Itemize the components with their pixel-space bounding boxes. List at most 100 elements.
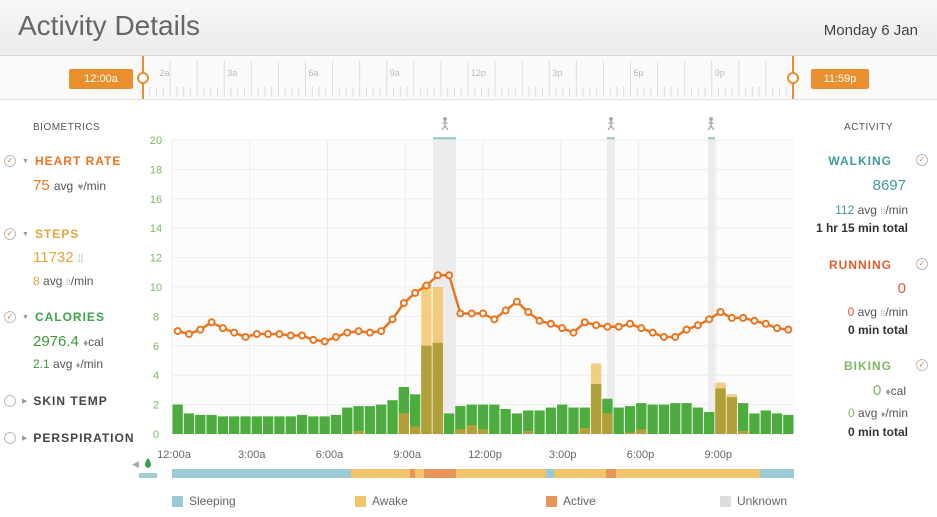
timeline-tick-label: 3p	[552, 68, 562, 78]
calorie-bar	[364, 406, 376, 434]
triangle-right-icon: ▶	[22, 435, 28, 442]
activity-state-segment	[616, 469, 726, 478]
steps-avg-value: 8	[33, 274, 40, 288]
y-tick-label: 16	[150, 194, 162, 206]
timeline-tick-label: 12p	[471, 68, 486, 78]
flame-icon: ♦	[880, 409, 886, 419]
steps-toggle[interactable]: ✓ ▼ STEPS	[4, 227, 79, 241]
running-unit: /min	[885, 305, 908, 319]
calorie-bar	[409, 394, 421, 434]
calorie-bar	[285, 416, 296, 434]
calorie-bar	[353, 406, 364, 434]
timeline-tick-label: 3a	[227, 68, 237, 78]
heart-rate-point	[727, 313, 736, 322]
running-label: RUNNING	[829, 258, 892, 272]
walker-head	[709, 117, 713, 121]
heart-rate-point	[343, 328, 352, 337]
calories-value: 2976.4	[33, 333, 79, 350]
heart-rate-point	[659, 332, 668, 341]
heart-rate-point	[693, 321, 702, 330]
running-check-icon[interactable]: ✓	[916, 258, 928, 270]
check-icon[interactable]: ✓	[4, 311, 16, 323]
walking-check-icon[interactable]: ✓	[916, 154, 928, 166]
heart-rate-point	[739, 313, 748, 322]
activity-state-segment	[554, 469, 606, 478]
walking-avg: avg	[857, 203, 877, 217]
calorie-bar	[579, 407, 590, 434]
perspiration-toggle[interactable]: . ▶ PERSPIRATION	[4, 431, 135, 445]
biking-value: 0	[873, 382, 882, 399]
y-tick-label: 2	[153, 400, 159, 412]
legend-awake: Awake	[355, 494, 408, 508]
overlap-bar	[715, 388, 726, 434]
check-icon[interactable]: ✓	[4, 155, 16, 167]
steps-avg: avg	[43, 274, 63, 288]
heart-rate-point	[603, 322, 612, 331]
drop-icon	[145, 458, 151, 468]
calories-toggle[interactable]: ✓ ▼ CALORIES	[4, 310, 105, 324]
unchecked-icon[interactable]: .	[4, 432, 16, 444]
biometrics-heading: BIOMETRICS	[33, 122, 101, 133]
heart-rate-point	[275, 330, 284, 339]
walker-leg	[444, 125, 449, 131]
calorie-bar	[195, 414, 206, 434]
skin-temp-toggle[interactable]: . ▶ SKIN TEMP	[4, 394, 108, 408]
biking-check-icon[interactable]: ✓	[916, 359, 928, 371]
heart-rate-toggle[interactable]: ✓ ▼ HEART RATE	[4, 154, 121, 168]
range-end-knob	[787, 72, 799, 84]
calorie-bar	[330, 414, 342, 434]
triangle-right-icon: ▶	[22, 398, 28, 405]
walking-person-icon	[441, 117, 449, 131]
check-icon[interactable]: ✓	[4, 228, 16, 240]
legend-unknown-label: Unknown	[737, 494, 788, 508]
calorie-bar	[183, 413, 195, 434]
heart-rate-point	[671, 332, 680, 341]
calorie-bar	[647, 404, 658, 434]
calories-avg: avg	[53, 357, 73, 371]
y-tick-label: 6	[153, 341, 159, 353]
calorie-bar	[624, 406, 636, 434]
heart-rate-point	[467, 309, 476, 318]
running-total: 0 min total	[847, 323, 908, 337]
range-start-handle[interactable]: 12:00a	[69, 69, 133, 89]
x-tick-label: 12:00a	[157, 449, 192, 461]
heart-rate-point	[298, 331, 307, 340]
timeline-tick-label: 6p	[634, 68, 644, 78]
heart-rate-point	[241, 332, 250, 341]
walker-leg	[707, 125, 712, 131]
steps-value: 11732	[33, 249, 74, 266]
calorie-bar	[545, 407, 557, 434]
overlap-bar	[602, 413, 613, 434]
calorie-bar	[557, 404, 568, 434]
calories-avg-unit: /min	[80, 357, 103, 371]
calorie-bar	[455, 406, 466, 434]
heart-rate-point	[626, 319, 635, 328]
heart-rate-point	[773, 324, 782, 333]
heart-rate-point	[535, 316, 544, 325]
range-end-handle[interactable]: 11:59p	[811, 69, 869, 89]
heart-rate-point	[331, 332, 340, 341]
heart-rate-point	[184, 330, 193, 339]
header-bar: Activity Details Monday 6 Jan	[0, 0, 937, 56]
biking-avg: avg	[858, 406, 878, 420]
activity-state-segment	[546, 469, 554, 478]
unchecked-icon[interactable]: .	[4, 395, 16, 407]
heart-rate-point	[207, 318, 216, 327]
calorie-bar	[636, 403, 647, 434]
activity-state-segment	[606, 469, 616, 478]
walking-label: WALKING	[828, 154, 892, 168]
heart-rate-point	[682, 325, 691, 334]
timeline-tick-label: 6a	[309, 68, 319, 78]
activity-state-segment	[424, 469, 433, 478]
heart-rate-point	[445, 271, 454, 280]
calorie-bar	[760, 410, 771, 434]
heart-rate-point	[784, 325, 793, 334]
flame-icon: ♦	[75, 360, 81, 370]
flame-icon: ♦	[885, 387, 891, 398]
timeline-range-selector[interactable]: 2a 3a 6a 9a 12p 3p 6p 9p 12:00a 11:59p	[0, 56, 937, 100]
calorie-bar	[274, 416, 285, 434]
running-avg-value: 0	[847, 305, 855, 319]
running-avg-line: 0 avg ⁞⁞/min	[848, 305, 908, 319]
timeline-track[interactable]: 2a 3a 6a 9a 12p 3p 6p 9p	[0, 56, 937, 99]
overlap-bar	[398, 413, 409, 434]
